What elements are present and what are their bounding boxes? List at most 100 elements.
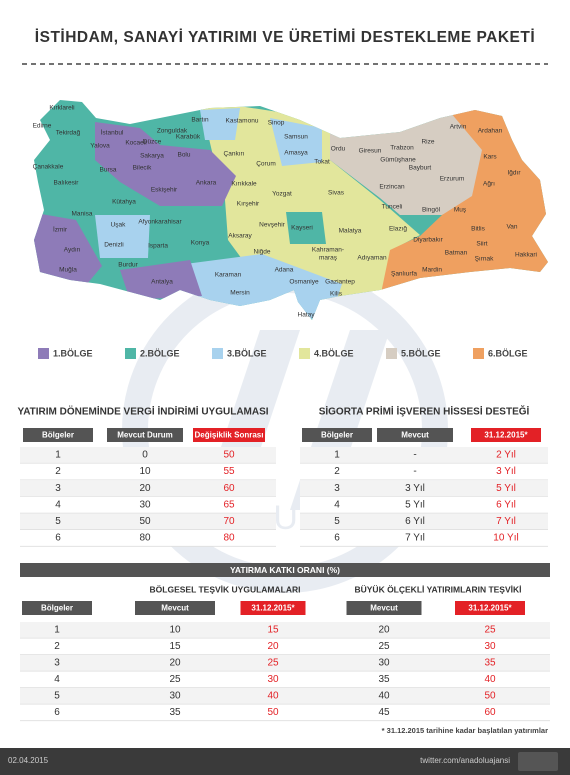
province-label: Edirne xyxy=(33,123,52,130)
province-label: Ordu xyxy=(331,146,346,153)
table-cell: 15 xyxy=(267,625,279,636)
province-label: Muş xyxy=(454,207,467,214)
table-cell: 40 xyxy=(267,691,279,702)
table-cell: 70 xyxy=(223,516,235,527)
table-cell: 6 Yıl xyxy=(496,499,516,510)
row-band xyxy=(20,704,550,721)
province-label: Gaziantep xyxy=(325,279,355,286)
row-band xyxy=(20,496,276,514)
province-label: Bitlis xyxy=(471,226,485,233)
province-label: Van xyxy=(506,224,517,231)
province-label: Ankara xyxy=(196,180,217,187)
legend-swatch xyxy=(473,348,484,359)
table-cell: 3 xyxy=(54,658,60,669)
column-header: Değişiklik Sonrası xyxy=(195,431,264,440)
table-cell: 5 xyxy=(334,516,340,527)
row-band xyxy=(300,447,548,464)
province-label: Giresun xyxy=(359,148,382,155)
footer-link: twitter.com/anadoluajansi xyxy=(420,756,510,765)
province-label: İzmir xyxy=(53,225,68,234)
column-header: Mevcut xyxy=(401,431,429,440)
province-label: Bingöl xyxy=(422,207,441,214)
province-label: Şanlıurfa xyxy=(391,271,417,278)
footer-date: 02.04.2015 xyxy=(8,756,49,765)
province-label: Uşak xyxy=(111,222,127,229)
table-cell: 40 xyxy=(484,674,496,685)
table-cell: 30 xyxy=(484,641,496,652)
table-cell: 25 xyxy=(378,641,390,652)
row-band xyxy=(20,622,550,639)
province-label: Karabük xyxy=(176,134,201,141)
column-header-box xyxy=(193,428,265,442)
province-label: Iğdır xyxy=(507,170,521,177)
province-label: Yalova xyxy=(90,143,110,150)
province-label: Bursa xyxy=(100,167,117,174)
province-label: Ardahan xyxy=(478,128,503,135)
legend-label: 4.BÖLGE xyxy=(314,348,354,358)
province-label: Samsun xyxy=(284,134,308,141)
section-bar xyxy=(20,563,550,577)
province-label: Batman xyxy=(445,250,468,257)
table-cell: 5 Yıl xyxy=(405,499,425,510)
province-label: Muğla xyxy=(59,267,77,274)
table-cell: 60 xyxy=(484,707,496,718)
table-cell: 7 Yıl xyxy=(496,516,516,527)
footnote: * 31.12.2015 tarihine kadar başlatılan y… xyxy=(382,726,548,735)
row-band xyxy=(300,480,548,497)
column-header: 31.12.2015* xyxy=(251,604,295,613)
column-header: Mevcut Durum xyxy=(117,431,173,440)
province-label: Kırşehir xyxy=(237,201,260,208)
table-cell: 25 xyxy=(484,625,496,636)
table-cell: 2 xyxy=(334,466,340,477)
footer-bar xyxy=(0,748,570,775)
table-cell: 0 xyxy=(142,450,148,461)
province-label: Kocaeli xyxy=(125,140,146,147)
table-cell: 6 xyxy=(54,707,60,718)
table-title: YATIRIM DÖNEMİNDE VERGİ İNDİRİMİ UYGULAM… xyxy=(17,405,268,418)
province-label: Trabzon xyxy=(390,145,414,152)
province-label: Rize xyxy=(421,139,434,146)
province-label: Ağrı xyxy=(483,181,495,188)
province-label: maraş xyxy=(319,255,338,262)
province-label: Kırklareli xyxy=(49,105,74,112)
table-cell: 5 xyxy=(55,516,61,527)
table-cell: 2 Yıl xyxy=(496,450,516,461)
table-cell: 50 xyxy=(267,707,279,718)
column-header-box xyxy=(240,601,306,615)
table-cell: 3 Yıl xyxy=(496,466,516,477)
row-band xyxy=(20,463,276,481)
table-cell: 40 xyxy=(378,691,390,702)
table-cell: 10 xyxy=(169,625,181,636)
row-band xyxy=(20,447,276,464)
column-header: Bölgeler xyxy=(321,431,353,440)
province-label: Manisa xyxy=(72,211,93,218)
province-label: Nevşehir xyxy=(259,222,285,229)
table-cell: 50 xyxy=(484,691,496,702)
table-cell: 4 xyxy=(55,499,61,510)
province-label: Erzincan xyxy=(379,184,405,191)
table-cell: 1 xyxy=(54,625,60,636)
row-band xyxy=(300,513,548,530)
province-label: Kilis xyxy=(330,291,343,298)
table-cell: 3 xyxy=(55,483,61,494)
legend-label: 6.BÖLGE xyxy=(488,348,528,358)
column-header: 31.12.2015* xyxy=(468,604,512,613)
row-band xyxy=(20,638,550,655)
province-label: Malatya xyxy=(339,228,362,235)
province-label: Düzce xyxy=(143,139,162,146)
column-header-box xyxy=(377,428,453,442)
column-header-box xyxy=(302,428,372,442)
row-band xyxy=(20,655,550,672)
province-label: Zonguldak xyxy=(157,128,188,135)
legend-label: 5.BÖLGE xyxy=(401,348,441,358)
row-band xyxy=(20,530,276,547)
table-cell: 5 Yıl xyxy=(496,483,516,494)
column-header: Bölgeler xyxy=(42,431,74,440)
province-label: Mardin xyxy=(422,267,442,274)
table-cell: - xyxy=(413,450,416,461)
province-label: Osmaniye xyxy=(289,279,319,286)
table-cell: 20 xyxy=(378,625,390,636)
province-label: Elazığ xyxy=(389,226,407,233)
table-cell: 80 xyxy=(139,533,151,544)
